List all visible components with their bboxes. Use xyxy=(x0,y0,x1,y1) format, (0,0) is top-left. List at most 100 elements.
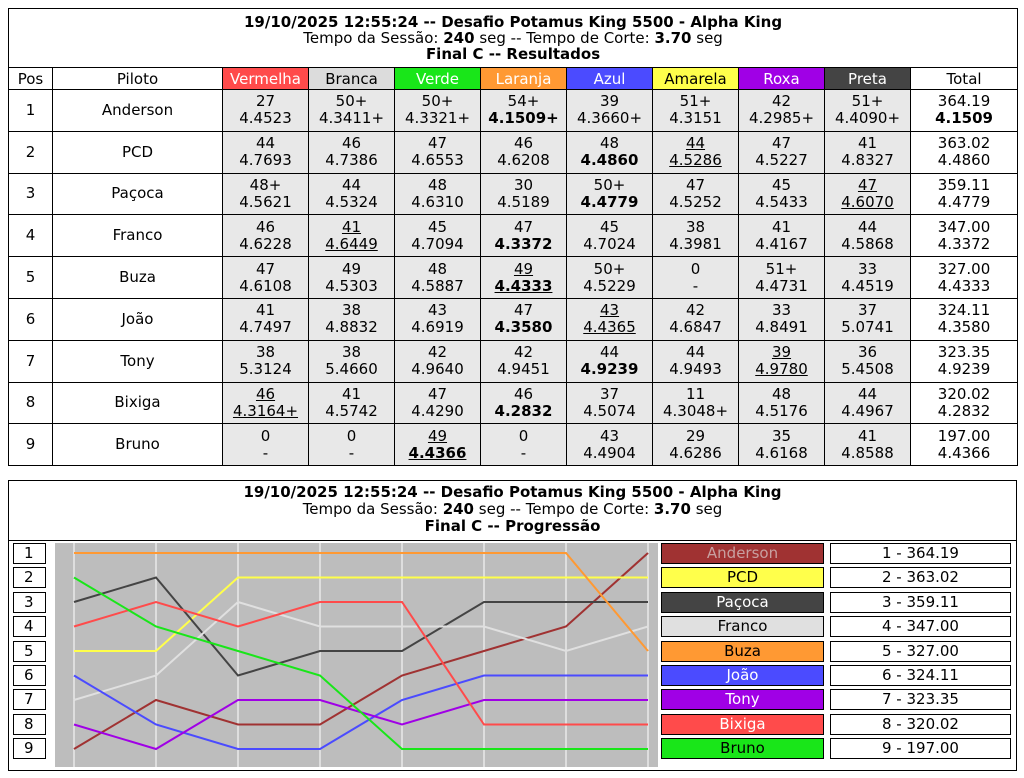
position-label: 9 xyxy=(13,738,46,760)
lap-time: 4.6168 xyxy=(755,443,808,462)
lane-header-5: Amarela xyxy=(652,67,739,90)
score-item: 3 - 359.11 xyxy=(830,591,1011,613)
total-cell: 324.11 4.3580 xyxy=(909,297,1019,341)
lap-time: 4.7094 xyxy=(411,234,464,253)
results-table: 19/10/2025 12:55:24 -- Desafio Potamus K… xyxy=(7,8,1019,467)
lap-count: 42 xyxy=(513,343,534,362)
lap-count: 36 xyxy=(857,343,878,362)
lane-result-cell: 47 4.3372 xyxy=(480,214,567,258)
lap-time: 4.3580 xyxy=(494,318,553,337)
lane-result-cell: 30 4.5189 xyxy=(480,172,567,216)
lap-count: 0 xyxy=(260,426,271,445)
lap-count: 54+ xyxy=(507,92,540,111)
lane-result-cell: 0- xyxy=(308,423,395,467)
cut-unit: seg xyxy=(696,29,723,47)
lap-count: 42 xyxy=(771,92,792,111)
lane-result-cell: 47 4.6108 xyxy=(222,256,309,299)
lap-count: 50+ xyxy=(335,92,368,111)
lap-count: 41 xyxy=(341,217,362,236)
lap-time: 4.4333 xyxy=(494,276,553,295)
lane-result-cell: 50+ 4.3411+ xyxy=(308,89,395,132)
total-score: 359.11 xyxy=(937,175,991,194)
total-score: 323.35 xyxy=(937,343,991,362)
lap-count: 44 xyxy=(599,343,620,362)
cut-label: seg -- Tempo de Corte: xyxy=(479,29,650,47)
lap-time: 4.5229 xyxy=(583,276,636,295)
lap-time: 4.4167 xyxy=(755,234,808,253)
lap-time: 4.9780 xyxy=(755,360,808,379)
series-line-bruno xyxy=(73,576,648,750)
best-lap-time: 4.3580 xyxy=(937,318,991,337)
lap-count: 48 xyxy=(771,384,792,403)
lap-count: 46 xyxy=(513,134,534,153)
row-pilot-name: Paçoca xyxy=(52,172,223,216)
total-cell: 359.11 4.4779 xyxy=(909,172,1019,216)
lane-result-cell: 38 4.8832 xyxy=(308,297,395,341)
total-score: 324.11 xyxy=(937,301,991,320)
lane-result-cell: 50+ 4.3321+ xyxy=(394,89,481,132)
lap-time: 4.3321+ xyxy=(404,109,471,128)
lane-result-cell: 29 4.6286 xyxy=(652,423,739,467)
table-row: 3 Paçoca 48+ 4.5621 44 4.5324 48 4.6310 30 4.5189… xyxy=(8,172,1019,216)
lane-result-cell: 50+ 4.4779 xyxy=(566,172,653,216)
lap-time: 4.4731 xyxy=(755,276,808,295)
row-pilot-name: Anderson xyxy=(52,89,223,132)
total-score: 197.00 xyxy=(937,426,991,445)
row-position: 8 xyxy=(8,381,53,425)
legend-item: Bixiga xyxy=(661,713,824,735)
lap-count: 38 xyxy=(341,301,362,320)
lap-count: 0 xyxy=(346,426,357,445)
table-row: 8 Bixiga 46 4.3164+ 41 4.5742 47 4.4290 46 4.2832… xyxy=(8,381,1019,425)
lane-result-cell: 46 4.3164+ xyxy=(222,381,309,425)
lane-result-cell: 47 4.4290 xyxy=(394,381,481,425)
lane-result-cell: 42 4.9640 xyxy=(394,339,481,383)
best-lap-time: 4.4366 xyxy=(937,443,991,462)
lap-count: 47 xyxy=(427,384,448,403)
legend-item: Anderson xyxy=(661,543,824,564)
lap-time: 4.7497 xyxy=(239,318,292,337)
lap-count: 41 xyxy=(857,426,878,445)
series-line-buza xyxy=(74,552,649,652)
lane-result-cell: 38 5.3124 xyxy=(222,339,309,383)
lap-count: 37 xyxy=(599,384,620,403)
lane-header-7: Preta xyxy=(824,67,911,90)
lap-time: 4.4366 xyxy=(408,443,467,462)
legend-item: Tony xyxy=(661,689,824,711)
lane-result-cell: 44 4.5324 xyxy=(308,172,395,216)
lap-count: 44 xyxy=(857,384,878,403)
lap-count: 43 xyxy=(427,301,448,320)
series-line-bixiga xyxy=(73,600,648,726)
lap-time: 4.4779 xyxy=(580,192,639,211)
series-line-pcd xyxy=(74,576,648,652)
lap-time: 4.4519 xyxy=(841,276,894,295)
lane-result-cell: 45 4.7024 xyxy=(566,214,653,258)
lap-count: 41 xyxy=(255,301,276,320)
row-position: 7 xyxy=(8,339,53,383)
lap-count: 42 xyxy=(427,343,448,362)
progression-cut-time: 3.70 xyxy=(653,500,691,518)
lane-result-cell: 42 4.6847 xyxy=(652,297,739,341)
legend-item: João xyxy=(661,665,824,686)
total-cell: 364.19 4.1509 xyxy=(909,89,1019,132)
lap-count: 50+ xyxy=(593,259,626,278)
lap-count: 47 xyxy=(685,175,706,194)
lap-time: 4.8327 xyxy=(841,151,894,170)
lane-result-cell: 38 5.4660 xyxy=(308,339,395,383)
lane-result-cell: 0- xyxy=(222,423,309,467)
lap-time: 4.5621 xyxy=(239,192,292,211)
score-item: 1 - 364.19 xyxy=(830,543,1011,564)
score-item: 5 - 327.00 xyxy=(830,640,1011,662)
results-header: 19/10/2025 12:55:24 -- Desafio Potamus K… xyxy=(7,8,1019,68)
position-label: 3 xyxy=(13,591,46,613)
series-line-jo-o xyxy=(73,674,648,750)
lap-time: 4.7024 xyxy=(583,234,636,253)
lap-time: 4.5303 xyxy=(325,276,378,295)
lap-count: 41 xyxy=(857,134,878,153)
lane-result-cell: 11 4.3048+ xyxy=(652,381,739,425)
lane-result-cell: 38 4.3981 xyxy=(652,214,739,258)
lane-result-cell: 48 4.4860 xyxy=(566,130,653,174)
lap-time: 4.5868 xyxy=(841,234,894,253)
lap-count: 49 xyxy=(513,259,534,278)
lane-result-cell: 44 4.9239 xyxy=(566,339,653,383)
series-line-pa-oca xyxy=(73,576,648,677)
